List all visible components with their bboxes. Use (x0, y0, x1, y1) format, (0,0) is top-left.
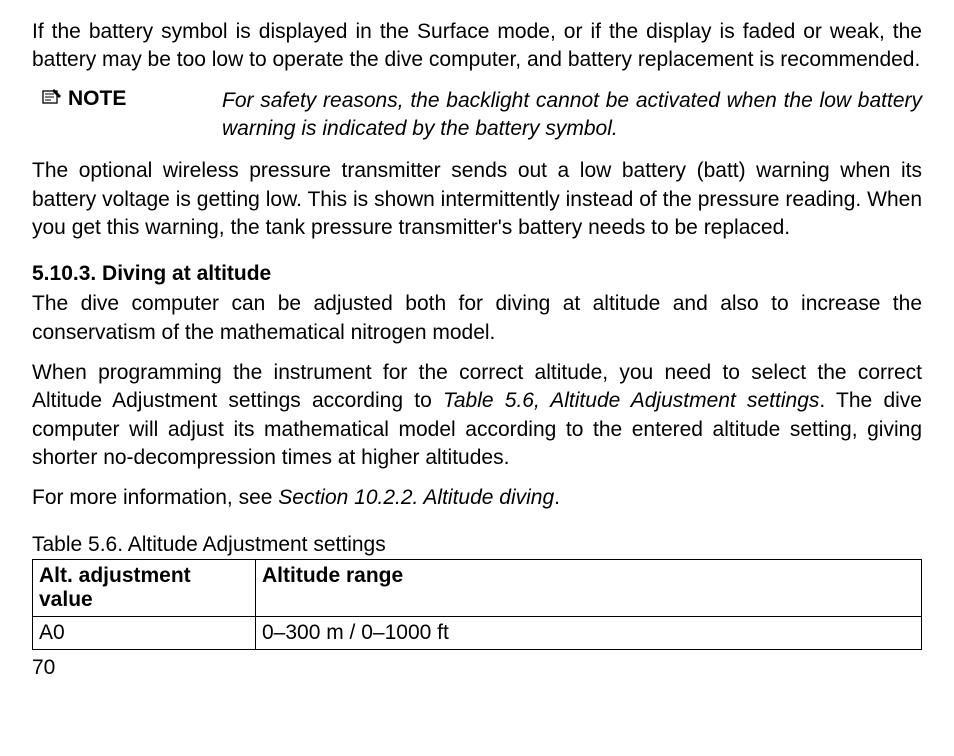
reference-text: Section 10.2.2. Altitude diving (278, 486, 554, 509)
table-header-cell: Altitude range (256, 559, 922, 616)
reference-text: Table 5.6, Altitude Adjustment settings (443, 389, 819, 412)
table-cell: A0 (33, 616, 256, 649)
body-paragraph: The dive computer can be adjusted both f… (32, 290, 922, 347)
body-text: . (554, 486, 560, 509)
note-text: For safety reasons, the backlight cannot… (222, 87, 922, 144)
body-paragraph: The optional wireless pressure transmitt… (32, 157, 922, 242)
body-paragraph: When programming the instrument for the … (32, 359, 922, 472)
note-icon (42, 87, 62, 111)
body-text: For more information, see (32, 486, 278, 509)
note-label-text: NOTE (68, 87, 126, 111)
note-block: NOTE For safety reasons, the backlight c… (32, 87, 922, 144)
table-caption: Table 5.6. Altitude Adjustment settings (32, 533, 922, 557)
altitude-table: Alt. adjustment value Altitude range A0 … (32, 559, 922, 650)
note-label: NOTE (32, 87, 222, 111)
body-paragraph: If the battery symbol is displayed in th… (32, 18, 922, 75)
table-row: A0 0–300 m / 0–1000 ft (33, 616, 922, 649)
table-header-cell: Alt. adjustment value (33, 559, 256, 616)
page-number: 70 (32, 656, 922, 680)
body-paragraph: For more information, see Section 10.2.2… (32, 484, 922, 512)
section-heading: 5.10.3. Diving at altitude (32, 262, 922, 286)
table-cell: 0–300 m / 0–1000 ft (256, 616, 922, 649)
table-header-row: Alt. adjustment value Altitude range (33, 559, 922, 616)
